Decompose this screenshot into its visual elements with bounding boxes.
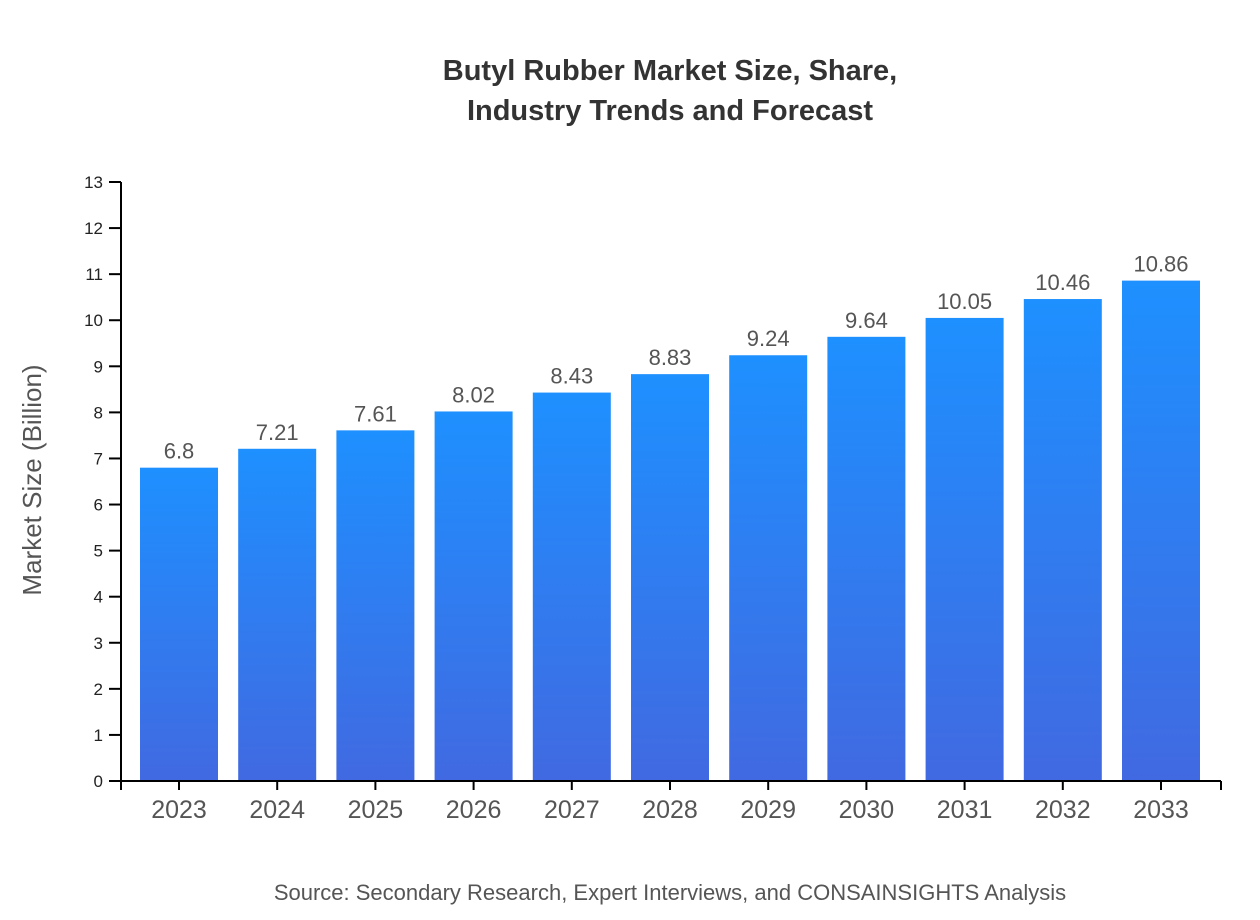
bar-2033 xyxy=(1122,280,1200,781)
x-tick-label-2029: 2029 xyxy=(740,796,796,824)
bar-2026 xyxy=(434,411,513,781)
y-tick-label: 12 xyxy=(84,219,103,238)
data-label-2026: 8.02 xyxy=(452,382,495,407)
y-tick-label: 2 xyxy=(94,680,103,699)
bar-2023 xyxy=(140,467,218,781)
y-tick-label: 10 xyxy=(84,311,103,330)
x-tick-label-2025: 2025 xyxy=(348,796,404,824)
data-label-2029: 9.24 xyxy=(747,326,790,351)
bar-2027 xyxy=(532,392,611,781)
y-tick-label: 1 xyxy=(94,726,103,745)
y-tick-label: 7 xyxy=(94,449,103,468)
bar-2025 xyxy=(336,430,415,781)
source-note: Source: Secondary Research, Expert Inter… xyxy=(274,880,1066,905)
y-tick-label: 5 xyxy=(94,542,103,561)
y-tick-label: 4 xyxy=(94,588,103,607)
axes-group: 2023 2024 2025 2026 2027 2028 2029 2030 2031 2032… xyxy=(84,173,1222,824)
bar-2032 xyxy=(1023,299,1102,781)
chart-title-line-2: Industry Trends and Forecast xyxy=(467,95,873,127)
bar-2028 xyxy=(631,374,709,781)
y-axis-label: Market Size (Billion) xyxy=(17,364,47,595)
x-tick-label-2028: 2028 xyxy=(642,796,698,824)
bar-2030 xyxy=(827,336,906,781)
x-tick-label-2031: 2031 xyxy=(937,796,993,824)
data-label-2023: 6.8 xyxy=(164,439,195,464)
bar-2029 xyxy=(729,355,808,781)
x-tick-label-2024: 2024 xyxy=(249,796,305,824)
x-tick-label-2032: 2032 xyxy=(1035,796,1091,824)
data-label-2028: 8.83 xyxy=(649,345,692,370)
chart-title-line-1: Butyl Rubber Market Size, Share, xyxy=(443,55,897,87)
y-tick-label: 13 xyxy=(84,173,103,192)
data-label-2030: 9.64 xyxy=(845,308,888,333)
data-label-2031: 10.05 xyxy=(937,289,992,314)
y-tick-label: 3 xyxy=(94,634,103,653)
bar-2024 xyxy=(238,448,317,781)
y-tick-label: 0 xyxy=(94,772,103,791)
data-label-2032: 10.46 xyxy=(1035,270,1090,295)
x-tick-label-2023: 2023 xyxy=(151,796,207,824)
data-label-2033: 10.86 xyxy=(1133,252,1188,277)
x-tick-label-2030: 2030 xyxy=(839,796,895,824)
bar-2031 xyxy=(925,317,1004,781)
bars-group: 6.8 7.21 7.61 8.02 8.43 8.83 9.24 9.64 10.05 10.4… xyxy=(140,252,1200,781)
x-tick-label-2026: 2026 xyxy=(446,796,502,824)
x-tick-label-2033: 2033 xyxy=(1133,796,1189,824)
data-label-2024: 7.21 xyxy=(256,420,299,445)
data-label-2027: 8.43 xyxy=(550,364,593,389)
y-tick-label: 9 xyxy=(94,357,103,376)
y-tick-label: 6 xyxy=(94,496,103,515)
y-tick-label: 11 xyxy=(85,265,103,284)
data-label-2025: 7.61 xyxy=(354,401,397,426)
x-tick-label-2027: 2027 xyxy=(544,796,600,824)
y-tick-label: 8 xyxy=(94,403,103,422)
